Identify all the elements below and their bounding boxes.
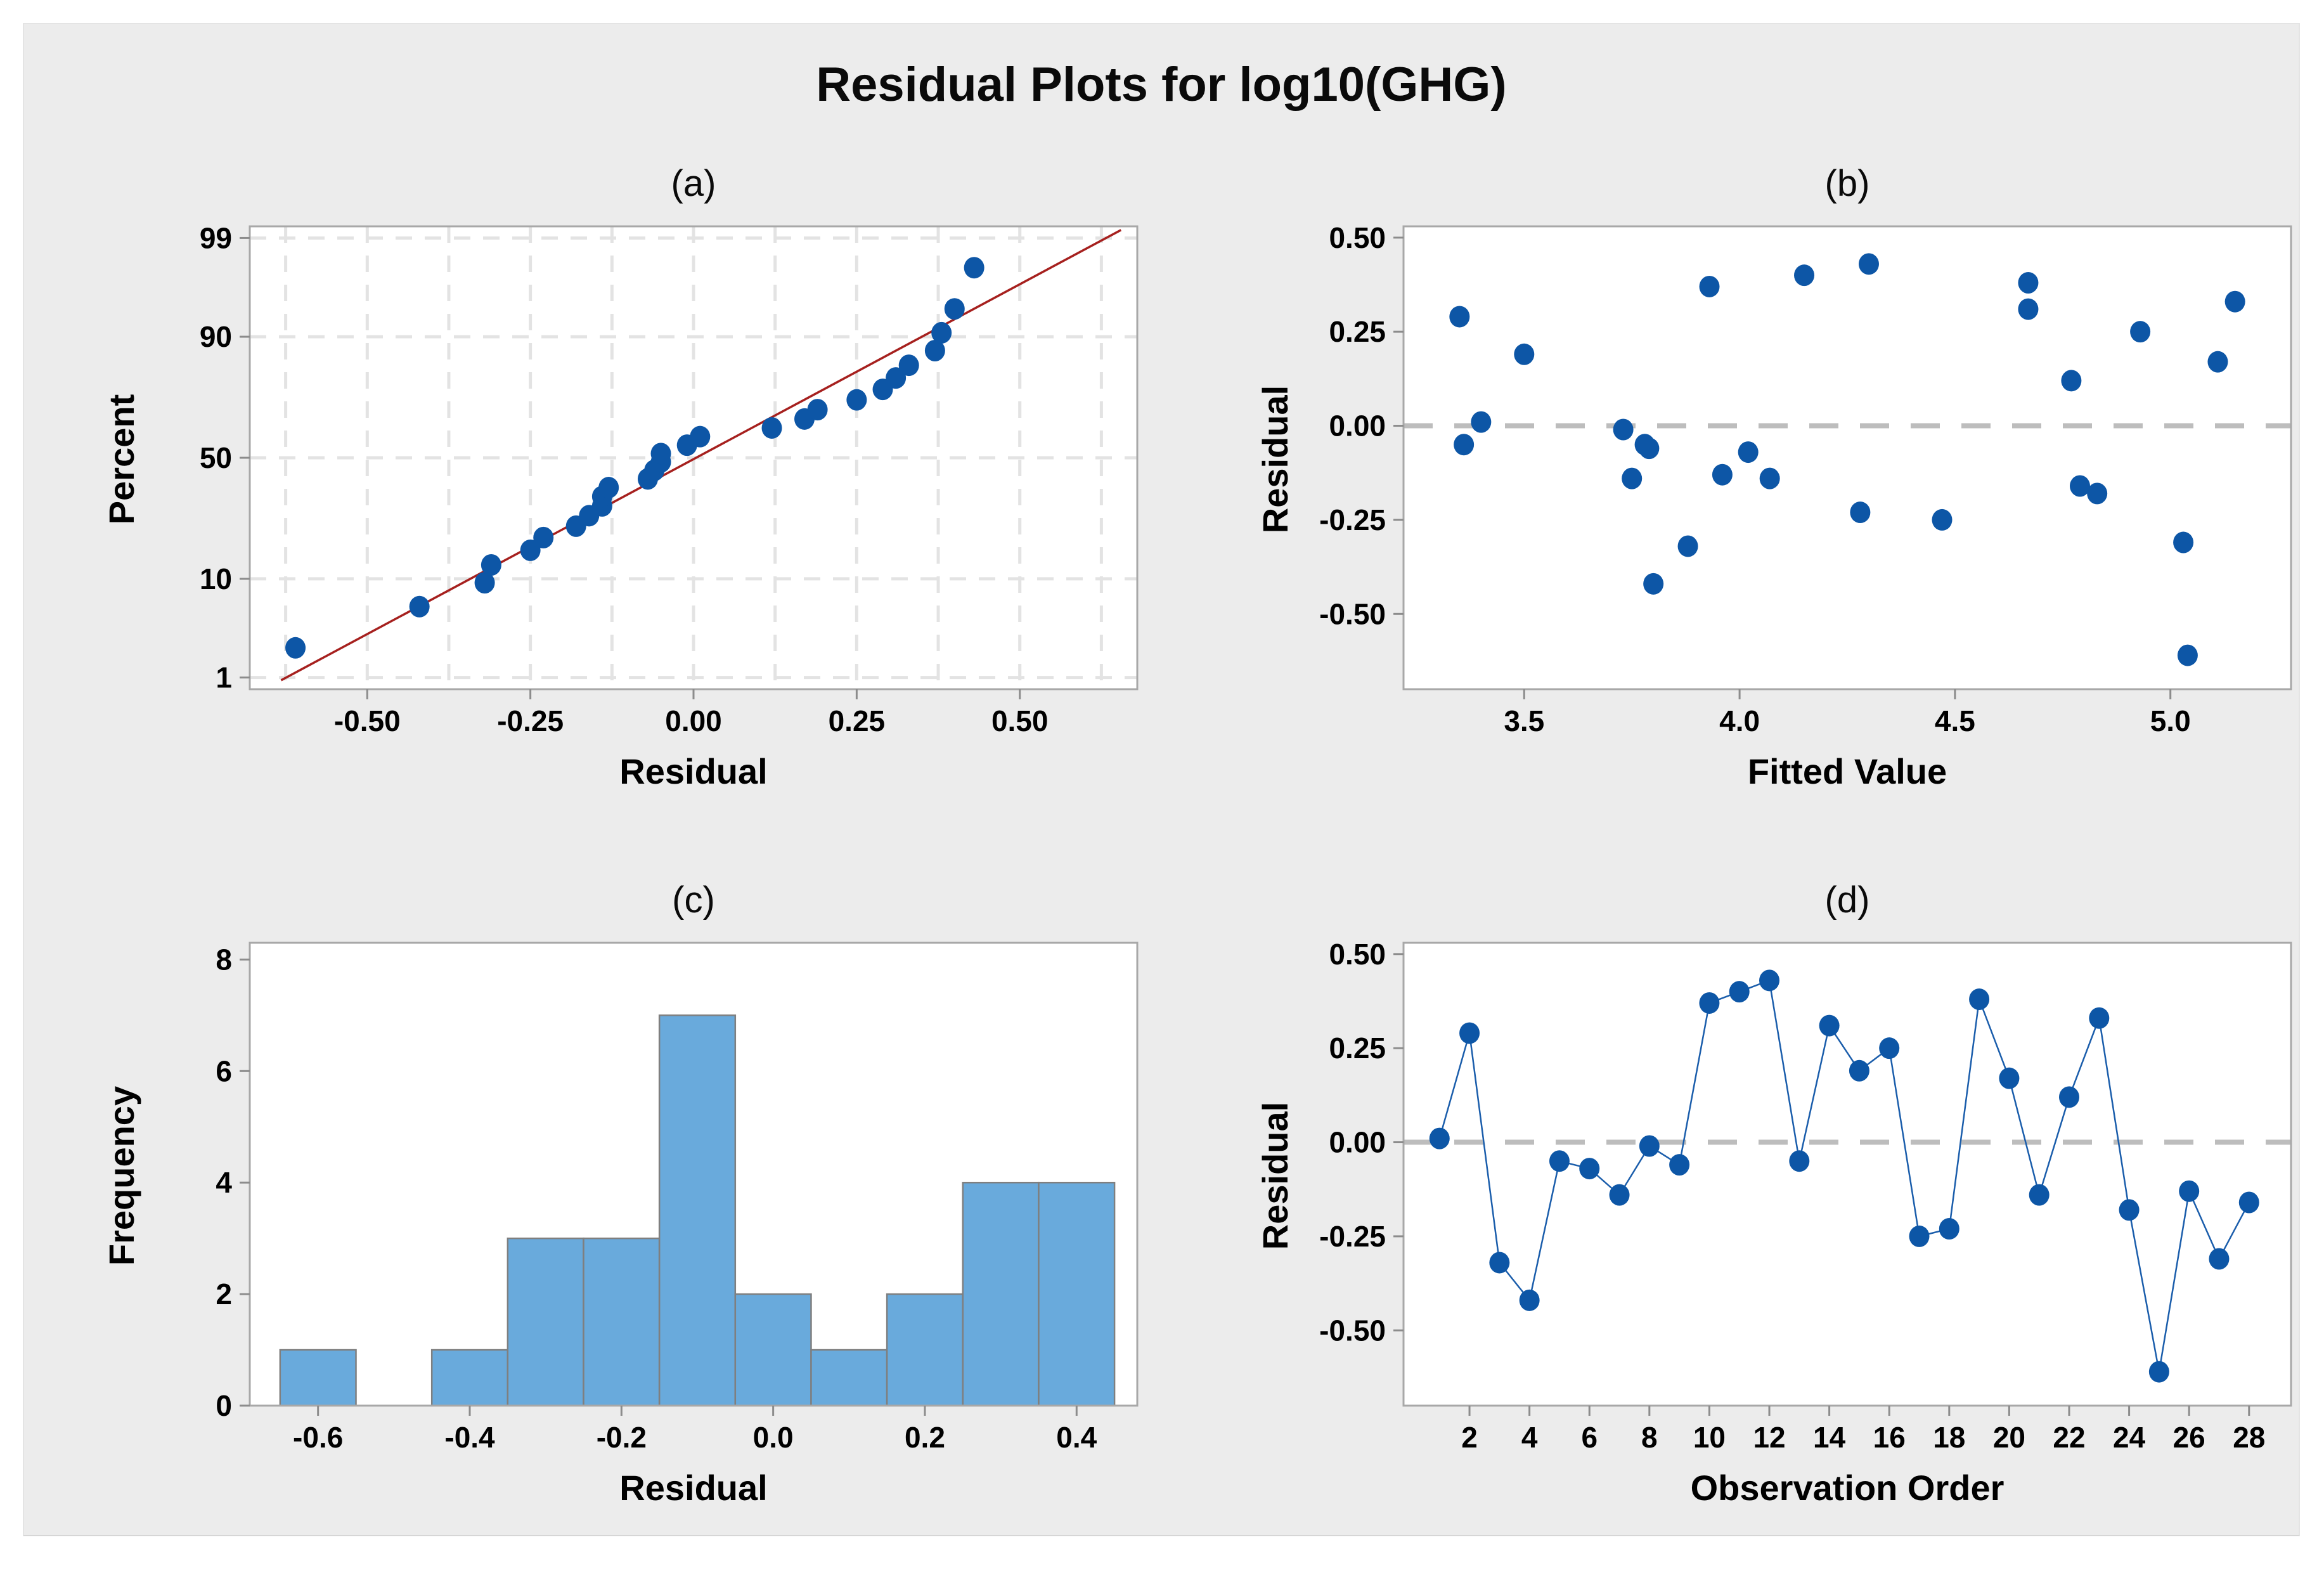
subplot-histogram: (c) Frequency -0.6 -0.4 -0.2 0.0 0.2 0.4 0 2 4 6 8… — [85, 870, 1163, 1580]
svg-text:50: 50 — [200, 441, 232, 474]
svg-text:10: 10 — [200, 562, 232, 595]
svg-text:0.25: 0.25 — [1329, 1032, 1386, 1065]
svg-text:2: 2 — [1461, 1421, 1478, 1454]
svg-text:0.25: 0.25 — [829, 704, 886, 737]
svg-text:2: 2 — [216, 1278, 232, 1311]
x-axis-title-c: Residual — [619, 1468, 768, 1508]
svg-text:3.5: 3.5 — [1504, 704, 1544, 737]
axis-ticks — [240, 958, 1078, 1416]
y-axis-title-d: Residual — [1255, 1101, 1295, 1250]
svg-text:90: 90 — [200, 320, 232, 353]
x-axis-title-d: Observation Order — [1690, 1468, 2004, 1508]
panel-label-a: (a) — [671, 163, 716, 204]
svg-text:4.0: 4.0 — [1719, 704, 1760, 737]
axis-ticks — [240, 236, 1021, 699]
y-axis-title-c: Frequency — [101, 1085, 142, 1266]
data-points — [1429, 969, 2259, 1383]
x-axis-title-a: Residual — [619, 751, 768, 791]
svg-text:0.50: 0.50 — [991, 704, 1049, 737]
figure-panel: Residual Plots for log10(GHG) (a) Percen… — [23, 23, 2300, 1536]
plot-border — [1402, 942, 2292, 1407]
figure-title: Residual Plots for log10(GHG) — [816, 58, 1507, 112]
y-axis-title-b: Residual — [1255, 385, 1295, 534]
svg-text:16: 16 — [1873, 1421, 1906, 1454]
grid-layer — [250, 226, 1137, 689]
svg-text:1: 1 — [216, 661, 232, 694]
chart-canvas-d: 2 4 6 8 10 12 14 16 18 20 22 24 26 280.500.250.00-0.2… — [1319, 938, 2292, 1454]
connect-line — [1438, 979, 2250, 1372]
svg-text:0.00: 0.00 — [665, 704, 722, 737]
svg-text:0.25: 0.25 — [1329, 315, 1386, 348]
plot-area — [1404, 943, 2291, 1406]
x-axis-title-b: Fitted Value — [1747, 751, 1947, 791]
svg-text:-0.50: -0.50 — [1319, 1314, 1386, 1347]
svg-text:-0.2: -0.2 — [597, 1421, 647, 1454]
panel-label-c: (c) — [672, 879, 715, 921]
chart-canvas-b: 3.5 4.0 4.5 5.0 0.50 0.25 0.00 -0.25 -0.50 — [1319, 221, 2292, 737]
svg-text:8: 8 — [216, 943, 232, 976]
svg-text:-0.50: -0.50 — [334, 704, 401, 737]
svg-text:4: 4 — [1521, 1421, 1538, 1454]
svg-text:-0.6: -0.6 — [293, 1421, 343, 1454]
svg-text:0.00: 0.00 — [1329, 1126, 1386, 1159]
svg-text:0.50: 0.50 — [1329, 221, 1386, 254]
subplot-residual-vs-fitted: (b) Residual 3.5 4.0 4.5 5.0 0.50 0.25 0.00 -0.… — [1239, 153, 2316, 864]
svg-text:4: 4 — [216, 1166, 232, 1199]
chart-canvas-a: -0.50 -0.25 0.00 0.25 0.50 1 10 50 90 99 — [200, 221, 1139, 737]
y-axis-title-a: Percent — [101, 394, 141, 525]
data-points — [1449, 253, 2245, 666]
svg-text:26: 26 — [2173, 1421, 2205, 1454]
svg-text:12: 12 — [1753, 1421, 1785, 1454]
tick-labels: -0.6 -0.4 -0.2 0.0 0.2 0.4 0 2 4 6 8 — [216, 943, 1097, 1454]
axis-ticks — [1393, 953, 2250, 1416]
svg-text:-0.50: -0.50 — [1319, 597, 1386, 630]
panel-label-b: (b) — [1824, 163, 1870, 204]
svg-text:22: 22 — [2053, 1421, 2085, 1454]
data-points — [285, 257, 984, 659]
svg-text:0.0: 0.0 — [753, 1421, 794, 1454]
svg-text:4.5: 4.5 — [1935, 704, 1975, 737]
subplot-normal-probability: (a) Percent -0.50 -0.25 0.00 0.25 0.50 1 10 50 9… — [85, 153, 1163, 864]
plot-border — [1402, 225, 2292, 690]
svg-text:10: 10 — [1693, 1421, 1726, 1454]
axis-ticks — [1393, 236, 2172, 699]
plot-area — [1404, 226, 2291, 689]
svg-text:-0.25: -0.25 — [497, 704, 564, 737]
svg-text:14: 14 — [1813, 1421, 1846, 1454]
svg-text:18: 18 — [1933, 1421, 1965, 1454]
svg-text:-0.25: -0.25 — [1319, 503, 1386, 536]
svg-text:5.0: 5.0 — [2150, 704, 2191, 737]
tick-labels: -0.50 -0.25 0.00 0.25 0.50 1 10 50 90 99 — [200, 221, 1049, 737]
svg-text:0.2: 0.2 — [905, 1421, 945, 1454]
svg-text:-0.25: -0.25 — [1319, 1220, 1386, 1253]
svg-text:99: 99 — [200, 221, 232, 254]
svg-text:28: 28 — [2233, 1421, 2265, 1454]
svg-text:0.4: 0.4 — [1056, 1421, 1097, 1454]
panel-label-d: (d) — [1824, 879, 1870, 921]
plot-border — [249, 942, 1139, 1407]
chart-canvas-c: -0.6 -0.4 -0.2 0.0 0.2 0.4 0 2 4 6 8 — [216, 942, 1139, 1454]
svg-text:20: 20 — [1993, 1421, 2025, 1454]
svg-text:-0.4: -0.4 — [444, 1421, 495, 1454]
svg-text:8: 8 — [1641, 1421, 1658, 1454]
svg-text:0.00: 0.00 — [1329, 410, 1386, 443]
histogram-bars — [279, 1014, 1116, 1407]
svg-text:6: 6 — [1581, 1421, 1598, 1454]
tick-labels: 3.5 4.0 4.5 5.0 0.50 0.25 0.00 -0.25 -0.50 — [1319, 221, 2191, 737]
svg-text:0.50: 0.50 — [1329, 938, 1386, 971]
svg-text:6: 6 — [216, 1054, 232, 1087]
subplot-residual-vs-order: (d) Residual 2 4 6 8 10 12 14 16 18 20 22 24 26 28 0.5… — [1239, 870, 2316, 1580]
tick-labels: 2 4 6 8 10 12 14 16 18 20 22 24 26 280.500.250.00-0.2… — [1319, 938, 2265, 1454]
svg-text:0: 0 — [216, 1389, 232, 1422]
svg-text:24: 24 — [2113, 1421, 2146, 1454]
